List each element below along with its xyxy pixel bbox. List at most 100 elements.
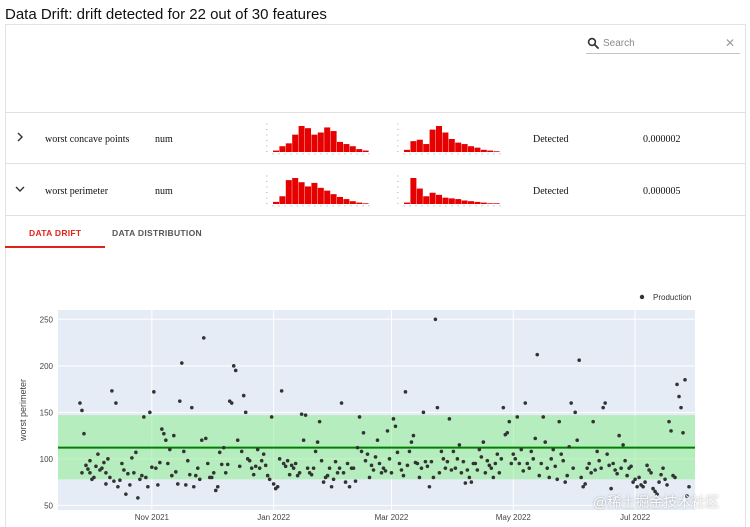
data-point — [455, 457, 460, 461]
data-point — [615, 471, 619, 476]
data-point — [587, 461, 591, 466]
data-point — [195, 466, 200, 470]
data-point — [100, 466, 104, 470]
data-point — [589, 470, 593, 475]
data-point — [146, 484, 150, 489]
data-point — [501, 405, 506, 410]
histogram-bar — [285, 143, 292, 152]
data-point — [565, 473, 570, 478]
data-point — [92, 475, 96, 480]
y-axis-label: worst perimeter — [18, 379, 28, 442]
histogram-bar — [448, 198, 455, 204]
histogram-bar — [442, 132, 449, 152]
data-point — [683, 377, 687, 382]
data-point — [425, 464, 430, 469]
data-point — [88, 458, 92, 463]
data-point — [138, 477, 142, 482]
histogram-bar — [416, 188, 423, 204]
data-point — [321, 480, 326, 484]
data-point — [363, 458, 368, 463]
data-point — [96, 452, 100, 456]
data-point — [180, 361, 184, 365]
data-point — [333, 459, 338, 464]
data-point — [641, 484, 645, 489]
data-point — [495, 452, 500, 456]
data-point — [637, 475, 641, 480]
data-point — [136, 496, 140, 500]
search-box[interactable]: ✕ — [586, 35, 740, 54]
data-point — [629, 464, 633, 469]
data-point — [371, 468, 376, 472]
active-tab-indicator — [5, 246, 105, 248]
data-point — [555, 477, 560, 482]
data-point — [439, 449, 444, 454]
data-point — [421, 410, 426, 415]
data-point — [479, 455, 484, 459]
reference-histogram — [266, 175, 370, 207]
data-point — [603, 401, 607, 405]
data-point — [158, 460, 162, 465]
data-point — [427, 484, 432, 489]
data-point — [257, 466, 262, 470]
data-point — [449, 468, 454, 472]
data-point — [373, 455, 378, 459]
data-point — [361, 430, 366, 435]
data-point — [164, 438, 168, 443]
data-point — [275, 484, 280, 489]
data-point — [189, 405, 194, 410]
data-point — [375, 438, 380, 443]
data-point — [463, 481, 468, 485]
histogram-bar — [461, 200, 468, 204]
data-point — [659, 472, 663, 477]
data-point — [605, 452, 609, 456]
data-point — [635, 484, 639, 489]
chevron-right-icon[interactable] — [14, 131, 26, 143]
data-point — [549, 457, 554, 461]
data-point — [465, 468, 470, 472]
histogram-bar — [356, 202, 363, 204]
data-point — [172, 433, 176, 438]
histogram-bar — [448, 139, 455, 152]
data-point — [409, 440, 414, 444]
data-point — [205, 461, 210, 466]
y-tick-label: 250 — [40, 315, 54, 324]
data-point — [213, 488, 218, 493]
data-point — [128, 483, 132, 487]
data-point — [625, 473, 629, 478]
data-point — [581, 484, 585, 489]
data-point — [239, 449, 244, 454]
chevron-down-icon[interactable] — [14, 183, 26, 195]
data-point — [291, 466, 296, 470]
search-input[interactable] — [603, 36, 721, 51]
data-point — [283, 464, 288, 469]
x-tick-label: Jul 2022 — [620, 513, 651, 522]
data-point — [191, 484, 196, 489]
data-point — [329, 484, 334, 489]
data-point — [355, 445, 360, 450]
clear-search-icon[interactable]: ✕ — [724, 36, 736, 50]
data-point — [140, 473, 144, 478]
histogram-bar — [436, 194, 442, 204]
chart-legend[interactable]: Production — [639, 293, 691, 302]
data-point — [601, 405, 605, 410]
data-point — [611, 461, 615, 466]
data-point — [359, 449, 364, 454]
tab-data-distribution[interactable]: DATA DISTRIBUTION — [112, 228, 202, 238]
data-point — [453, 466, 458, 470]
histogram-bar — [404, 202, 410, 204]
data-point — [215, 484, 220, 489]
data-point — [126, 471, 130, 476]
data-point — [235, 438, 240, 443]
histogram-bar — [416, 139, 423, 152]
tab-data-drift[interactable]: DATA DRIFT — [29, 228, 82, 238]
watermark: @稀土掘金技术社区 — [593, 494, 720, 510]
data-point — [130, 456, 134, 460]
y-tick-label: 50 — [44, 501, 53, 510]
data-point — [203, 436, 208, 441]
histogram-bar — [285, 180, 292, 204]
data-point — [102, 460, 106, 465]
data-point — [237, 464, 242, 469]
data-point — [391, 417, 396, 421]
data-point — [433, 317, 438, 322]
data-point — [112, 479, 116, 483]
